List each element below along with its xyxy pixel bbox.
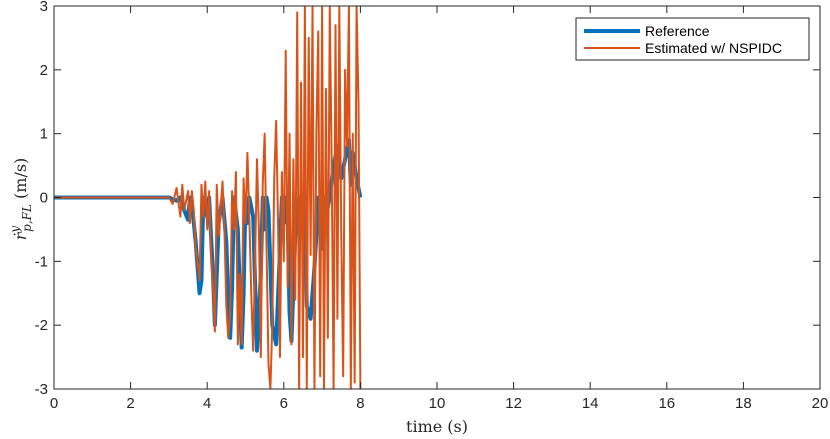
x-tick-label: 18 <box>735 395 752 412</box>
svg-text:ṙyp,FL (m/s): ṙyp,FL (m/s) <box>8 158 34 241</box>
legend-label-reference: Reference <box>645 23 710 39</box>
x-tick-label: 12 <box>505 395 522 412</box>
y-tick-label: 0 <box>40 190 48 207</box>
x-tick-label: 14 <box>582 395 599 412</box>
y-tick-label: -2 <box>35 317 48 334</box>
x-tick-label: 8 <box>356 395 364 412</box>
y-axis-label-unit: (m/s) <box>11 158 30 204</box>
series-layer <box>54 6 363 389</box>
y-tick-label: 2 <box>40 62 48 79</box>
legend: Reference Estimated w/ NSPIDC <box>575 17 810 61</box>
legend-box <box>575 17 810 61</box>
x-tick-label: 4 <box>203 395 211 412</box>
x-tick-label: 16 <box>658 395 675 412</box>
y-axis-label-symbol: ṙ <box>11 231 30 240</box>
y-axis-label-superscript: y <box>8 226 22 234</box>
x-tick-label: 2 <box>126 395 134 412</box>
y-axis-label: ṙyp,FL (m/s) <box>8 158 34 241</box>
y-tick-label: -3 <box>35 381 48 398</box>
y-tick-label: -1 <box>35 253 48 270</box>
x-axis-label: time (s) <box>406 417 468 436</box>
x-tick-label: 10 <box>429 395 446 412</box>
tick-layer <box>53 5 821 390</box>
legend-label-estimated: Estimated w/ NSPIDC <box>645 40 782 56</box>
y-tick-label: 3 <box>40 0 48 15</box>
y-axis-label-subscript: p,FL <box>20 204 34 232</box>
series-line-estimated <box>54 6 362 389</box>
x-tick-label: 6 <box>280 395 288 412</box>
y-tick-label: 1 <box>40 126 48 143</box>
x-tick-label: 0 <box>50 395 58 412</box>
x-tick-label: 20 <box>812 395 829 412</box>
